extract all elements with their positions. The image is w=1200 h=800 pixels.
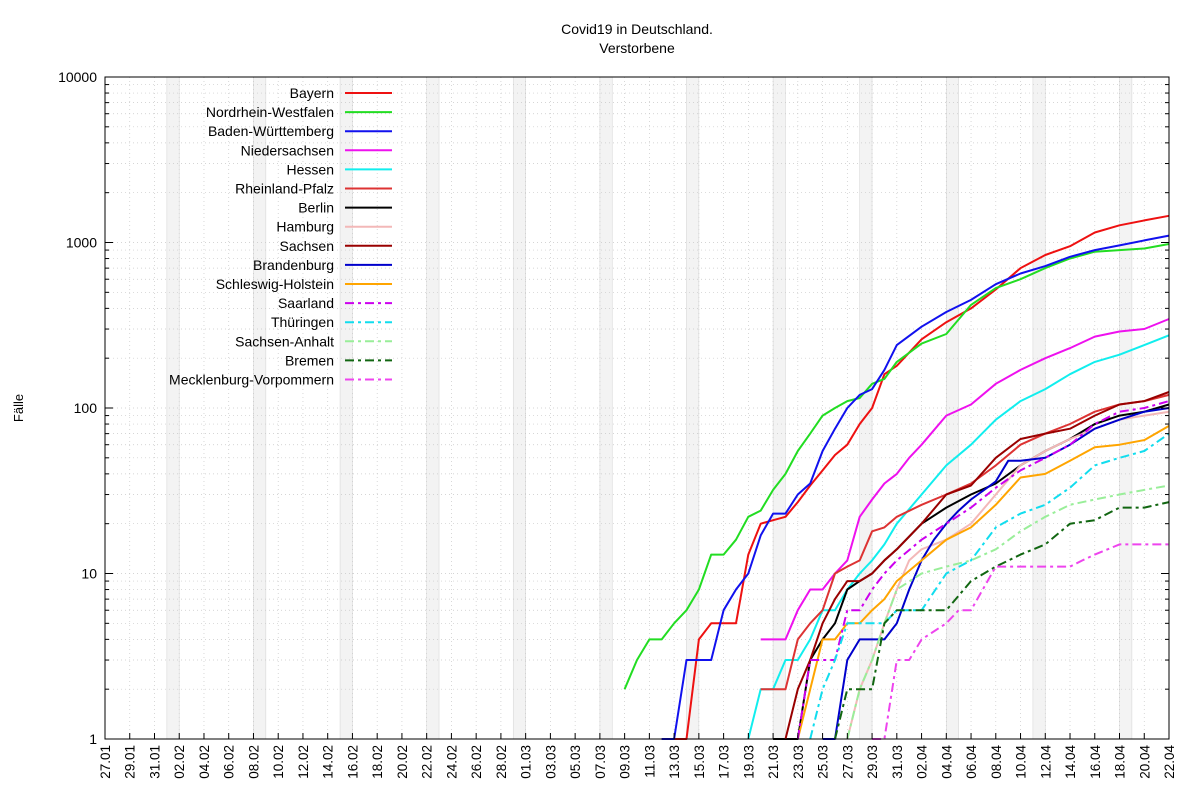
x-tick-label: 10.04	[1014, 745, 1029, 779]
series-line	[872, 543, 1169, 740]
y-axis-label: Fälle	[11, 394, 26, 422]
series-line	[809, 432, 1170, 740]
x-tick-label: 27.01	[98, 745, 113, 779]
legend-label: Berlin	[298, 200, 334, 216]
x-tick-label: 18.04	[1113, 745, 1128, 779]
legend-label: Sachsen-Anhalt	[235, 333, 334, 349]
x-tick-label: 25.03	[816, 745, 831, 779]
x-tick-label: 14.02	[321, 745, 336, 779]
chart-title: Covid19 in Deutschland.	[561, 21, 713, 37]
x-tick-label: 31.01	[147, 745, 162, 779]
legend-label: Thüringen	[271, 314, 334, 330]
series-line	[773, 403, 1170, 740]
series-line	[796, 425, 1170, 740]
series-line	[661, 214, 1170, 740]
x-tick-label: 04.04	[939, 745, 954, 779]
x-tick-label: 29.01	[123, 745, 138, 779]
x-tick-label: 20.04	[1137, 745, 1152, 779]
legend-label: Brandenburg	[253, 257, 334, 273]
legend-label: Niedersachsen	[241, 142, 334, 158]
legend-label: Hamburg	[276, 219, 334, 235]
series-line	[760, 318, 1170, 641]
x-tick-label: 12.04	[1038, 745, 1053, 779]
x-tick-label: 19.03	[741, 745, 756, 779]
legend-label: Bayern	[290, 85, 334, 101]
x-tick-label: 14.04	[1063, 745, 1078, 779]
x-tick-label: 03.03	[543, 745, 558, 779]
y-tick-label: 100	[74, 400, 98, 416]
legend-label: Rheinland-Pfalz	[235, 181, 334, 197]
x-tick-label: 04.02	[197, 745, 212, 779]
x-tick-label: 02.04	[915, 745, 930, 779]
x-tick-label: 13.03	[667, 745, 682, 779]
series-line	[822, 407, 1170, 740]
series-line	[747, 334, 1170, 740]
x-tick-label: 22.04	[1162, 745, 1177, 779]
legend-label: Bremen	[285, 352, 334, 368]
legend-label: Baden-Württemberg	[208, 123, 334, 139]
x-tick-label: 01.03	[519, 745, 534, 779]
y-tick-label: 1000	[66, 235, 97, 251]
x-tick-label: 17.03	[717, 745, 732, 779]
x-tick-label: 08.04	[989, 745, 1004, 779]
series-line	[846, 484, 1170, 740]
series-line	[661, 234, 1170, 740]
x-tick-label: 31.03	[890, 745, 905, 779]
x-tick-label: 10.02	[271, 745, 286, 779]
series-line	[784, 391, 1170, 740]
x-tick-label: 24.02	[444, 745, 459, 779]
legend-label: Saarland	[278, 295, 334, 311]
x-tick-label: 06.02	[222, 745, 237, 779]
x-tick-label: 22.02	[420, 745, 435, 779]
x-tick-label: 06.04	[964, 745, 979, 779]
x-tick-label: 16.04	[1088, 745, 1103, 779]
series-layer	[623, 214, 1170, 740]
x-tick-label: 21.03	[766, 745, 781, 779]
x-tick-label: 11.03	[642, 745, 657, 778]
chart-subtitle: Verstorbene	[599, 40, 675, 56]
legend-label: Hessen	[287, 161, 334, 177]
series-line	[760, 393, 1170, 691]
x-tick-label: 29.03	[865, 745, 880, 779]
x-tick-label: 12.02	[296, 745, 311, 779]
legend-label: Sachsen	[280, 238, 334, 254]
x-tick-label: 15.03	[692, 745, 707, 779]
legend: Bayern Nordrhein-Westfalen Baden-Württembe…	[169, 85, 392, 388]
y-axis: 1 10 100 1000 10000	[58, 69, 1169, 747]
x-tick-label: 27.03	[840, 745, 855, 779]
x-tick-label: 28.02	[494, 745, 509, 779]
x-tick-label: 26.02	[469, 745, 484, 779]
x-tick-label: 18.02	[370, 745, 385, 779]
y-tick-label: 10000	[58, 69, 97, 85]
weekend-band	[1032, 76, 1046, 740]
x-tick-label: 23.03	[791, 745, 806, 779]
x-tick-label: 05.03	[568, 745, 583, 779]
series-line	[834, 501, 1170, 740]
x-tick-label: 20.02	[395, 745, 410, 779]
weekend-band	[946, 76, 959, 740]
y-tick-label: 10	[81, 566, 97, 582]
grid	[104, 77, 1170, 740]
x-tick-label: 07.03	[593, 745, 608, 779]
x-tick-label: 02.02	[172, 745, 187, 779]
weekend-band	[512, 76, 526, 740]
x-tick-label: 16.02	[345, 745, 360, 779]
legend-label: Mecklenburg-Vorpommern	[169, 372, 334, 388]
series-line	[623, 243, 1170, 690]
x-tick-label: 08.02	[246, 745, 261, 779]
series-line	[796, 400, 1170, 740]
y-tick-label: 1	[89, 731, 97, 747]
legend-label: Schleswig-Holstein	[216, 276, 334, 292]
x-axis: 27.01 29.01 31.01 02.02 04.02 06.02 08.02 10.02…	[98, 733, 1177, 779]
weekend-band	[253, 76, 267, 740]
x-tick-label: 09.03	[618, 745, 633, 779]
legend-label: Nordrhein-Westfalen	[206, 104, 334, 120]
